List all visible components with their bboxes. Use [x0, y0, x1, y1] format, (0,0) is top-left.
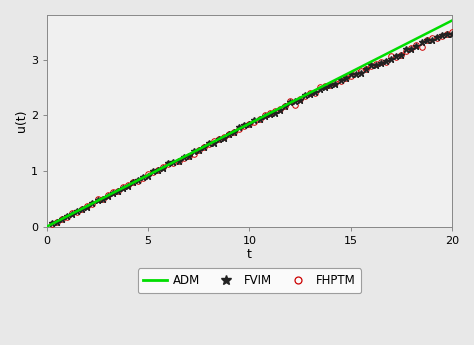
Legend: ADM, FVIM, FHPTM: ADM, FVIM, FHPTM: [137, 268, 361, 293]
X-axis label: t: t: [247, 248, 252, 261]
Y-axis label: u(t): u(t): [15, 109, 28, 132]
